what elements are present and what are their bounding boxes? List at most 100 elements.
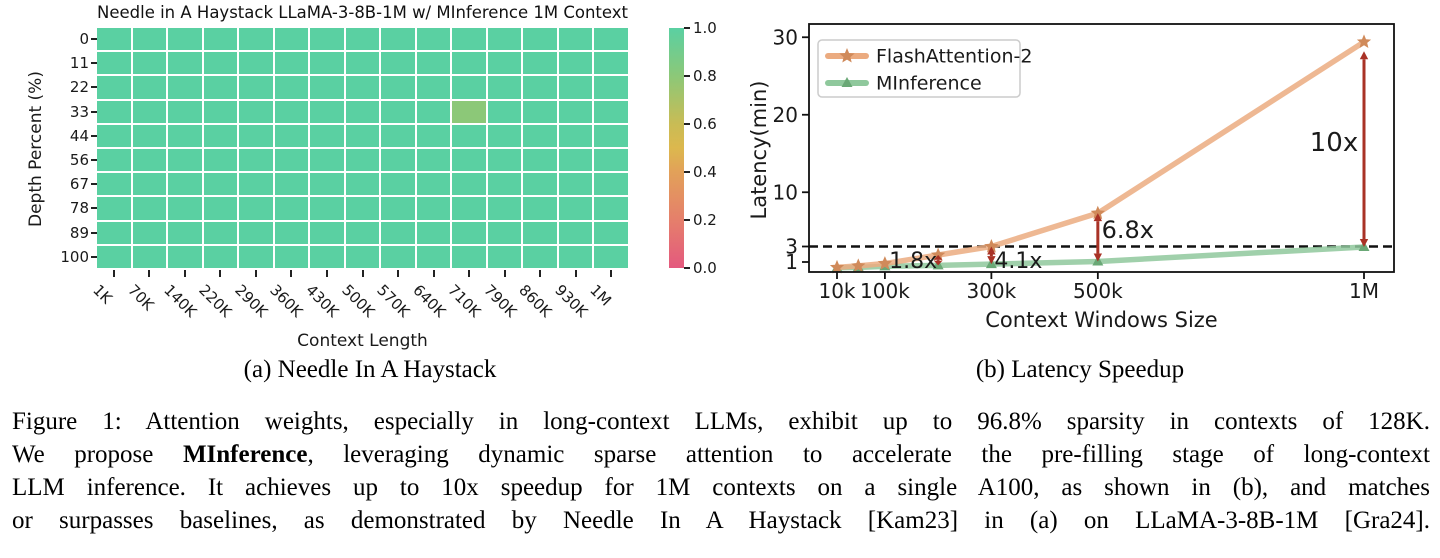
heatmap-cell	[594, 221, 628, 244]
y-tick-label: 3	[785, 235, 798, 259]
star-marker	[931, 247, 946, 262]
colorbar-tick	[684, 267, 690, 269]
heatmap-cell	[487, 76, 522, 99]
heatmap-cell	[523, 197, 557, 220]
heatmap-cell	[487, 28, 522, 51]
heatmap-cell	[558, 173, 593, 196]
caption-line: or surpasses baselines, as demonstrated …	[12, 504, 1430, 537]
heatmap-cell	[381, 100, 415, 123]
arrowhead-up	[933, 255, 943, 260]
heatmap-cell	[416, 197, 451, 220]
heatmap-cell	[416, 76, 451, 99]
heatmap-cell	[345, 28, 380, 51]
heatmap-cell	[239, 124, 273, 147]
heatmap-cell	[594, 245, 628, 268]
subcaption-a: (a) Needle In A Haystack	[243, 356, 497, 383]
heatmap-cell	[203, 173, 238, 196]
x-tick-label: 10k	[818, 279, 855, 303]
heatmap-cell	[168, 100, 202, 123]
heatmap-x-tick	[539, 270, 542, 277]
heatmap-x-tick	[219, 270, 222, 277]
heatmap-cell	[97, 197, 131, 220]
heatmap-cell	[345, 221, 380, 244]
niah-panel: Needle in A Haystack LLaMA-3-8B-1M w/ MI…	[0, 0, 750, 400]
heatmap-y-tick	[91, 183, 97, 186]
heatmap-x-tick	[432, 270, 435, 277]
heatmap-row-label: 78	[69, 199, 89, 218]
heatmap-cell	[523, 221, 557, 244]
heatmap-y-tick	[91, 231, 97, 234]
heatmap-cell	[523, 124, 557, 147]
heatmap-cell	[97, 76, 131, 99]
arrowhead-up	[987, 246, 996, 255]
heatmap-x-tick	[112, 270, 115, 277]
heatmap-cell	[452, 124, 486, 147]
heatmap-cell	[310, 245, 344, 268]
heatmap-grid	[97, 28, 628, 268]
heatmap-cell	[416, 173, 451, 196]
heatmap-cell	[487, 124, 522, 147]
heatmap-cell	[558, 197, 593, 220]
heatmap-cell	[345, 52, 380, 75]
heatmap-cell	[97, 100, 131, 123]
heatmap-cell	[558, 28, 593, 51]
heatmap-cell	[558, 149, 593, 172]
heatmap-cell	[274, 124, 309, 147]
heatmap-y-tick	[91, 134, 97, 137]
colorbar-tick-label: 0.4	[693, 163, 717, 181]
heatmap-cell	[203, 52, 238, 75]
heatmap-cell	[310, 173, 344, 196]
heatmap-cell	[274, 197, 309, 220]
heatmap-cell	[594, 173, 628, 196]
heatmap-cell	[452, 245, 486, 268]
caption-text: Figure 1: Attention weights, especially …	[12, 408, 1430, 435]
heatmap-cell	[416, 221, 451, 244]
heatmap-cell	[594, 197, 628, 220]
heatmap-cell	[132, 124, 167, 147]
colorbar-tick-label: 0.0	[693, 259, 717, 277]
caption-text: LLM inference. It achieves up to 10x spe…	[12, 474, 1430, 501]
heatmap-cell	[310, 76, 344, 99]
heatmap-cell	[416, 52, 451, 75]
heatmap-cell	[523, 100, 557, 123]
heatmap-cell	[452, 173, 486, 196]
caption-text: or surpasses baselines, as demonstrated …	[12, 507, 1430, 534]
heatmap-row-label: 0	[79, 30, 89, 48]
heatmap-cell	[487, 100, 522, 123]
heatmap-cell	[558, 124, 593, 147]
heatmap-cell	[487, 149, 522, 172]
heatmap-col-label: 570K	[373, 281, 414, 321]
heatmap-cell	[274, 28, 309, 51]
heatmap-cell	[274, 173, 309, 196]
heatmap-cell	[239, 76, 273, 99]
heatmap-cell	[97, 52, 131, 75]
caption-text: We propose	[12, 441, 183, 468]
heatmap-cell	[416, 245, 451, 268]
heatmap-cell	[345, 100, 380, 123]
x-tick-label: 300k	[966, 279, 1016, 303]
heatmap-cell	[239, 221, 273, 244]
heatmap-cell	[558, 221, 593, 244]
heatmap-cell	[558, 100, 593, 123]
colorbar-tick	[684, 123, 690, 125]
heatmap-cell	[452, 28, 486, 51]
colorbar-tick	[684, 219, 690, 221]
heatmap-x-tick	[574, 270, 577, 277]
heatmap-cell	[452, 197, 486, 220]
heatmap-cell	[310, 197, 344, 220]
arrowhead-up	[1359, 51, 1369, 60]
heatmap-cell	[97, 149, 131, 172]
heatmap-cell	[239, 149, 273, 172]
heatmap-cell	[345, 76, 380, 99]
heatmap-cell	[416, 28, 451, 51]
colorbar-tick-label: 1.0	[693, 19, 717, 37]
heatmap-y-tick	[91, 62, 97, 65]
heatmap-cell	[274, 221, 309, 244]
heatmap-cell	[310, 28, 344, 51]
heatmap-cell	[274, 245, 309, 268]
caption-line: Figure 1: Attention weights, especially …	[12, 405, 1430, 438]
y-tick-label: 1	[785, 250, 798, 274]
heatmap-cell	[523, 173, 557, 196]
star-marker	[984, 239, 999, 253]
